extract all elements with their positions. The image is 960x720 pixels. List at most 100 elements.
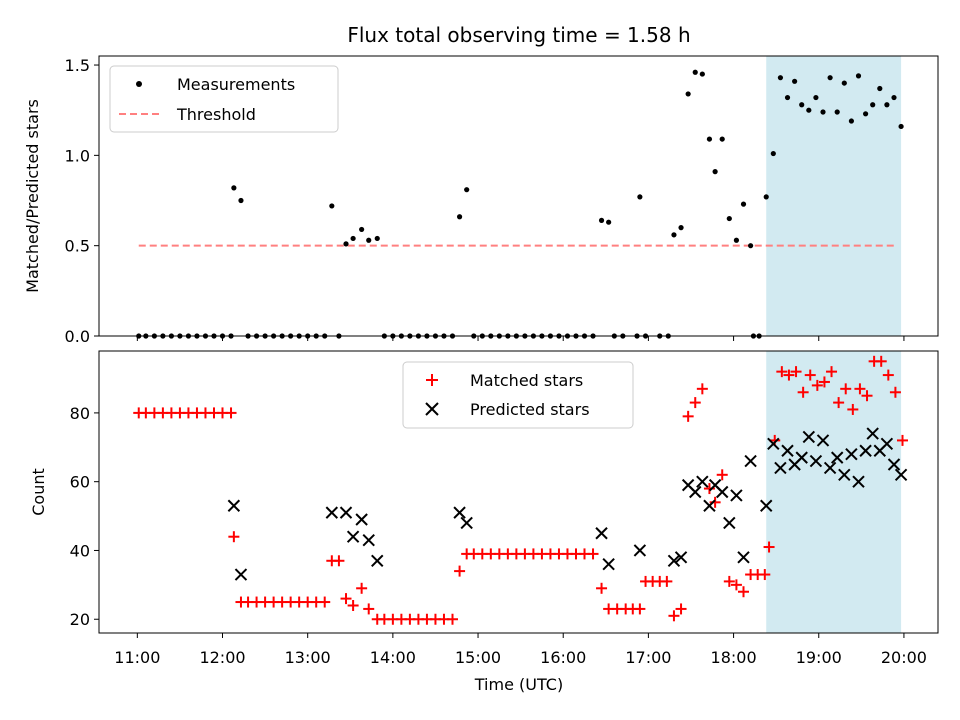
bottom-ytick-label: 80 [70,404,90,423]
bottom-xtick-label: 15:00 [455,648,501,667]
predicted-star-point [723,516,736,530]
measurement-point [692,69,698,75]
predicted-star-point [838,468,851,482]
predicted-star-point [880,437,894,451]
matched-star-point [675,603,687,615]
measurement-point [733,237,740,243]
predicted-star-point [744,454,757,468]
predicted-star-point [234,568,248,581]
predicted-star-point [802,430,816,444]
matched-star-point [319,596,331,608]
measurement-point [699,71,705,77]
measurement-point [456,214,463,220]
legend-threshold-label: Threshold [176,105,256,124]
matched-star-point [696,383,708,395]
measurement-point [898,123,904,130]
matched-star-point [333,555,345,567]
bottom-xtick-label: 18:00 [711,648,757,667]
top-ylabel: Matched/Predicted stars [23,99,42,293]
matched-star-point [689,397,701,409]
matched-star-point [634,603,646,615]
predicted-star-point [760,499,773,512]
measurement-point [777,75,784,81]
bottom-ytick-label: 20 [70,610,90,629]
matched-star-point [854,383,866,395]
matched-star-point [790,366,802,378]
predicted-star-point [845,447,858,461]
predicted-star-point [809,454,823,468]
top-ytick-label: 0.0 [65,327,90,346]
predicted-star-point [716,485,729,499]
measurement-point [813,94,819,101]
bottom-ytick-label: 60 [70,473,90,492]
chart-title: Flux total observing time = 1.58 h [347,23,690,47]
matched-star-point [840,383,852,395]
bottom-xtick-label: 19:00 [796,648,842,667]
matched-star-point [875,355,887,367]
measurement-point [870,102,876,108]
predicted-star-point [325,506,339,519]
matched-star-point [889,386,901,398]
top-highlight-span [766,56,902,336]
matched-star-point [709,496,721,508]
measurement-point [740,201,747,207]
predicted-star-point [730,489,743,502]
measurement-point [685,91,691,97]
predicted-star-point [674,551,688,564]
predicted-star-point [823,461,837,475]
matched-star-point [661,575,673,587]
measurement-point [841,80,847,86]
measurement-point [862,111,869,117]
predicted-star-point [866,427,879,440]
measurement-point [784,94,791,101]
matched-star-point [225,407,237,419]
measurement-point [637,194,643,200]
matched-star-point [818,376,830,388]
matched-star-point [882,369,894,381]
predicted-star-point [689,485,702,499]
measurement-point [598,217,605,223]
measurement-point [855,73,862,79]
predicted-star-point [453,506,466,519]
legend-measurements-marker [136,81,142,87]
predicted-star-point [339,506,353,519]
top-ytick-label: 1.5 [65,56,90,75]
bottom-legend-box [402,361,634,429]
matched-star-point [228,531,240,543]
top-axes-frame [98,55,939,337]
measurement-point [848,118,855,124]
bottom-highlight-span [766,351,902,633]
measurement-point [678,225,684,231]
predicted-star-point [859,444,872,457]
predicted-star-point [696,475,709,488]
measurement-point [343,241,349,247]
bottom-ylabel: Count [29,468,48,516]
measurement-point [366,237,372,243]
top-ytick-label: 1.0 [65,146,90,165]
bottom-ytick-label: 40 [70,541,90,560]
predicted-star-point [816,434,830,447]
measurement-point [806,107,812,113]
predicted-star-point [737,551,750,564]
measurement-point [374,235,380,242]
measurement-point [712,169,718,175]
bottom-xtick-label: 13:00 [285,648,331,667]
bottom-xtick-label: 14:00 [370,648,416,667]
top-legend: Measurements Threshold [109,65,339,133]
matched-star-point [356,582,368,594]
top-panel: 0.0 0.5 1.0 1.5 Matched/Predicted stars Mea… [23,55,939,346]
measurement-point [877,85,883,92]
matched-star-point [759,569,771,581]
legend-matched-label: Matched stars [470,371,583,390]
matched-star-point [861,390,873,402]
legend-matched-marker [426,374,438,386]
measurement-point [763,194,769,200]
bottom-xlabel: Time (UTC) [474,675,563,694]
predicted-star-point [362,533,375,547]
bottom-xtick-label: 16:00 [540,648,586,667]
measurement-point [748,243,754,249]
predicted-star-point [887,458,901,471]
measurement-point [464,187,470,193]
matched-star-point [776,366,788,378]
matched-star-point [347,599,359,611]
